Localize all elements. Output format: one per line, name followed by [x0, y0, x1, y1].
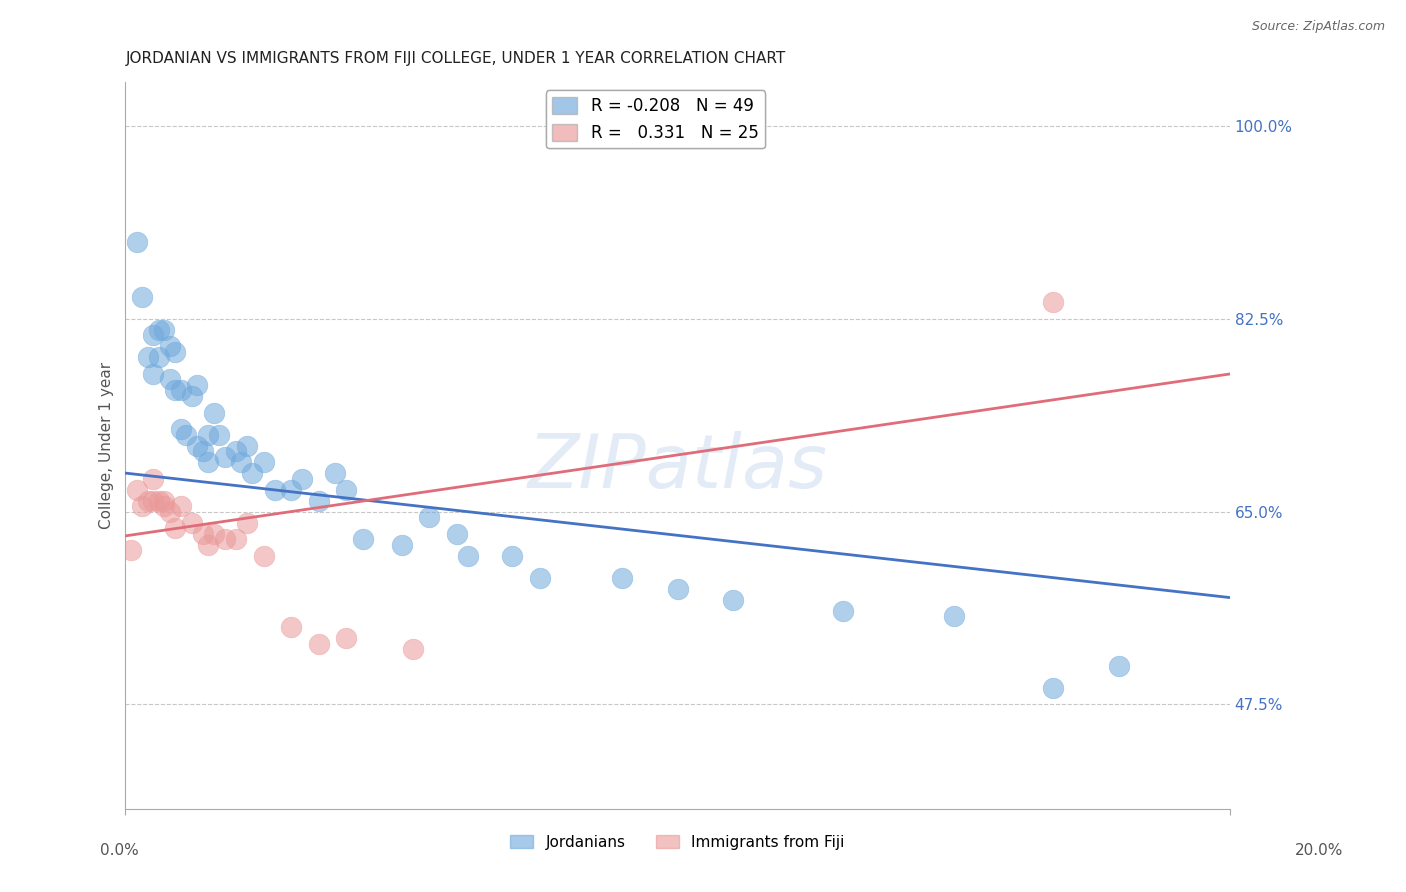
Point: [236, 439, 259, 453]
Point: [252, 549, 274, 563]
Point: [153, 499, 176, 513]
Point: [202, 405, 225, 419]
Text: 20.0%: 20.0%: [1295, 843, 1343, 858]
Point: [323, 466, 346, 480]
Point: [142, 328, 165, 343]
Point: [280, 483, 302, 497]
Point: [170, 384, 193, 398]
Point: [457, 549, 479, 563]
Point: [308, 493, 330, 508]
Point: [1042, 295, 1064, 310]
Point: [418, 510, 440, 524]
Point: [612, 571, 634, 585]
Point: [236, 516, 259, 530]
Point: [159, 339, 181, 353]
Point: [142, 493, 165, 508]
Point: [1042, 681, 1064, 695]
Point: [131, 499, 153, 513]
Point: [1108, 658, 1130, 673]
Point: [148, 493, 170, 508]
Point: [170, 422, 193, 436]
Point: [666, 582, 689, 596]
Point: [159, 372, 181, 386]
Point: [142, 367, 165, 381]
Legend: R = -0.208   N = 49, R =   0.331   N = 25: R = -0.208 N = 49, R = 0.331 N = 25: [546, 90, 765, 148]
Point: [136, 493, 159, 508]
Point: [125, 235, 148, 249]
Point: [231, 455, 253, 469]
Point: [242, 466, 264, 480]
Point: [131, 290, 153, 304]
Point: [280, 620, 302, 634]
Point: [942, 609, 965, 624]
Point: [214, 450, 236, 464]
Point: [136, 351, 159, 365]
Point: [252, 455, 274, 469]
Point: [832, 604, 855, 618]
Point: [446, 526, 468, 541]
Point: [165, 384, 187, 398]
Point: [165, 521, 187, 535]
Point: [197, 455, 219, 469]
Point: [291, 472, 314, 486]
Point: [391, 538, 413, 552]
Point: [180, 389, 202, 403]
Point: [148, 351, 170, 365]
Point: [401, 642, 423, 657]
Point: [170, 499, 193, 513]
Text: 0.0%: 0.0%: [100, 843, 139, 858]
Point: [120, 543, 142, 558]
Point: [214, 532, 236, 546]
Point: [153, 323, 176, 337]
Point: [153, 493, 176, 508]
Point: [142, 472, 165, 486]
Point: [308, 637, 330, 651]
Point: [263, 483, 285, 497]
Point: [197, 538, 219, 552]
Text: JORDANIAN VS IMMIGRANTS FROM FIJI COLLEGE, UNDER 1 YEAR CORRELATION CHART: JORDANIAN VS IMMIGRANTS FROM FIJI COLLEG…: [125, 51, 786, 66]
Y-axis label: College, Under 1 year: College, Under 1 year: [100, 362, 114, 529]
Point: [180, 516, 202, 530]
Point: [197, 427, 219, 442]
Text: ZIPatlas: ZIPatlas: [527, 432, 828, 503]
Point: [335, 483, 357, 497]
Point: [174, 427, 197, 442]
Point: [186, 378, 208, 392]
Point: [208, 427, 231, 442]
Point: [191, 526, 214, 541]
Point: [225, 444, 247, 458]
Point: [148, 323, 170, 337]
Text: Source: ZipAtlas.com: Source: ZipAtlas.com: [1251, 20, 1385, 33]
Point: [202, 526, 225, 541]
Point: [159, 505, 181, 519]
Point: [186, 439, 208, 453]
Point: [125, 483, 148, 497]
Point: [335, 632, 357, 646]
Point: [721, 592, 744, 607]
Point: [529, 571, 551, 585]
Point: [165, 345, 187, 359]
Point: [501, 549, 523, 563]
Point: [191, 444, 214, 458]
Point: [352, 532, 374, 546]
Point: [225, 532, 247, 546]
